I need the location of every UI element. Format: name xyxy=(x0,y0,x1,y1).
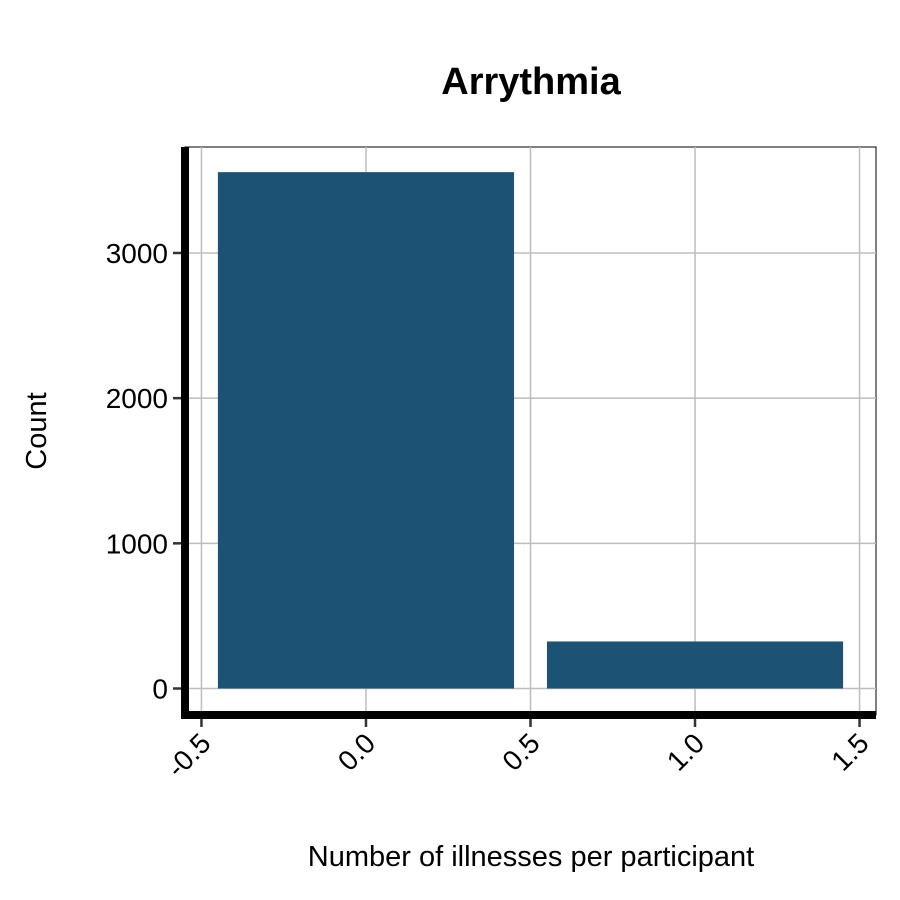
chart-title: Arrythmia xyxy=(441,61,621,103)
x-axis-title: Number of illnesses per participant xyxy=(308,841,754,873)
y-tick-label: 3000 xyxy=(106,238,168,269)
bar-0 xyxy=(217,172,515,689)
y-tick-label: 1000 xyxy=(106,528,168,559)
y-tick-label: 2000 xyxy=(106,383,168,414)
y-axis-title: Count xyxy=(21,392,53,469)
y-tick-label: 0 xyxy=(152,674,168,705)
bar-1 xyxy=(546,641,844,689)
y-axis-ticks: 0 1000 2000 3000 xyxy=(106,238,181,705)
bars xyxy=(217,172,844,689)
